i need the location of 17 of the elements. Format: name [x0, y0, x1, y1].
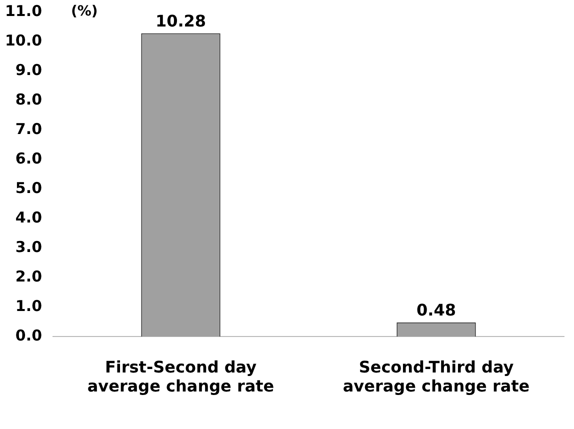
y-tick-label: 8.0: [15, 90, 42, 108]
x-tick-label: Second-Third day average change rate: [342, 357, 530, 396]
x-tick-label: First-Second day average change rate: [87, 357, 274, 396]
y-tick-label: 7.0: [15, 120, 42, 138]
y-tick-label: 0.0: [15, 326, 42, 344]
y-axis-title: (%): [71, 4, 98, 20]
y-tick-label: 1.0: [15, 296, 42, 315]
data-label: 10.28: [155, 11, 206, 30]
y-tick-label: 9.0: [15, 60, 42, 79]
y-tick-label: 3.0: [15, 238, 42, 256]
y-tick-label: 5.0: [15, 178, 42, 197]
y-tick-label: 2.0: [15, 267, 42, 286]
y-tick-label: 11.0: [4, 2, 42, 20]
y-tick-label: 10.0: [4, 31, 42, 50]
y-tick-label: 6.0: [15, 149, 42, 168]
y-tick-label: 4.0: [15, 208, 42, 226]
data-label: 0.48: [416, 300, 456, 320]
